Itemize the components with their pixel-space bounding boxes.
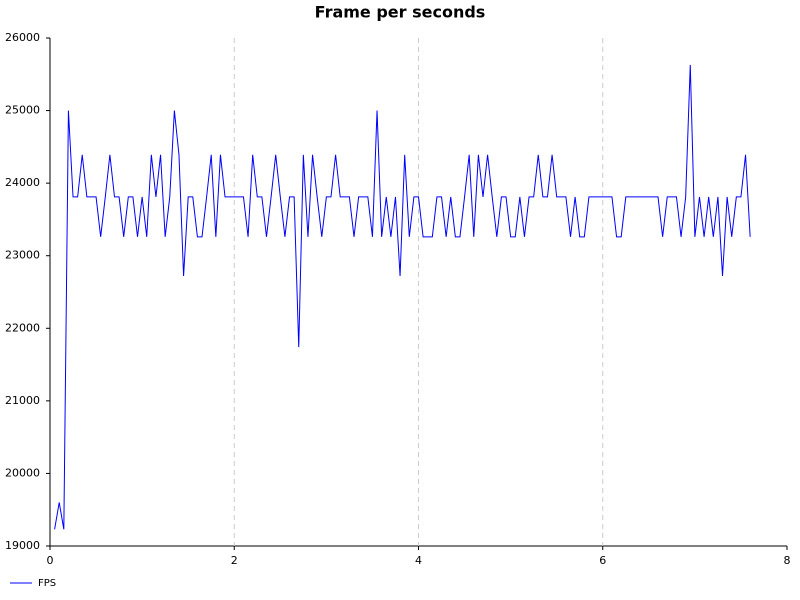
y-tick-label: 22000 <box>5 321 40 334</box>
series-line <box>54 64 751 530</box>
x-tick-label: 6 <box>599 554 606 567</box>
x-tick-label: 0 <box>47 554 54 567</box>
y-tick-label: 24000 <box>5 176 40 189</box>
y-tick-label: 19000 <box>5 539 40 552</box>
y-tick-label: 26000 <box>5 31 40 44</box>
x-tick-label: 2 <box>231 554 238 567</box>
y-tick-label: 23000 <box>5 249 40 262</box>
y-tick-label: 20000 <box>5 466 40 479</box>
x-tick-label: 4 <box>415 554 422 567</box>
x-tick-label: 8 <box>784 554 791 567</box>
y-tick-label: 21000 <box>5 394 40 407</box>
legend-label: FPS <box>38 578 56 589</box>
y-tick-label: 25000 <box>5 104 40 117</box>
chart-title: Frame per seconds <box>315 3 486 22</box>
